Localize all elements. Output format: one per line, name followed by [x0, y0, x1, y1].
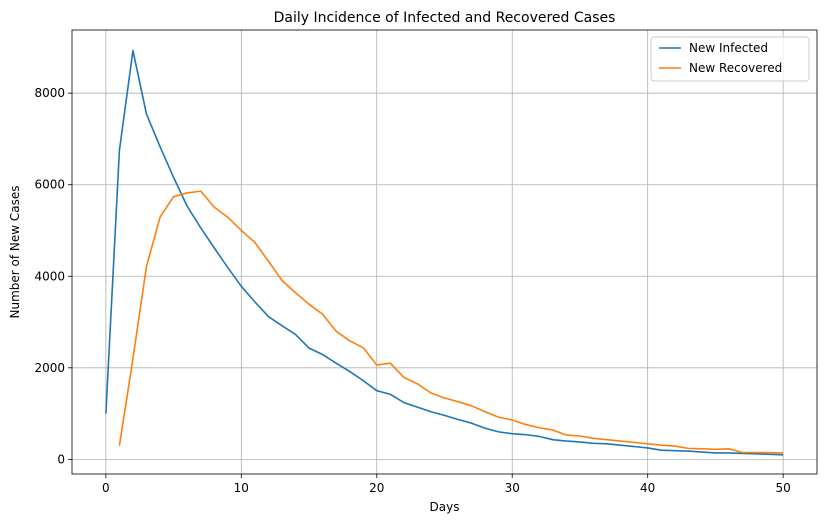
- x-tick-label: 30: [505, 481, 520, 495]
- x-tick-label: 20: [369, 481, 384, 495]
- plot-frame: [71, 29, 818, 475]
- y-tick-label: 2000: [34, 361, 65, 375]
- x-tick-label: 10: [234, 481, 249, 495]
- y-axis-label: Number of New Cases: [8, 185, 22, 318]
- series-layer: [105, 49, 784, 456]
- series-line-new-infected: [105, 49, 784, 456]
- legend: New Infected New Recovered: [650, 36, 810, 82]
- grid: [72, 30, 817, 474]
- x-axis-label: Days: [430, 500, 460, 514]
- x-tick-label: 40: [640, 481, 655, 495]
- legend-label: New Recovered: [689, 61, 782, 75]
- legend-label: New Infected: [689, 41, 768, 55]
- x-tick-label: 50: [775, 481, 790, 495]
- x-tick-label: 0: [102, 481, 110, 495]
- y-tick-label: 6000: [34, 178, 65, 192]
- y-tick-label: 0: [57, 452, 65, 466]
- y-tick-label: 4000: [34, 269, 65, 283]
- ticks: 0 10 20 30 40 50 0 2000 4000 6000 8000: [34, 86, 790, 495]
- chart-title: Daily Incidence of Infected and Recovere…: [274, 10, 616, 26]
- legend-box: [650, 36, 810, 82]
- series-line-new-recovered: [118, 190, 784, 454]
- y-tick-label: 8000: [34, 86, 65, 100]
